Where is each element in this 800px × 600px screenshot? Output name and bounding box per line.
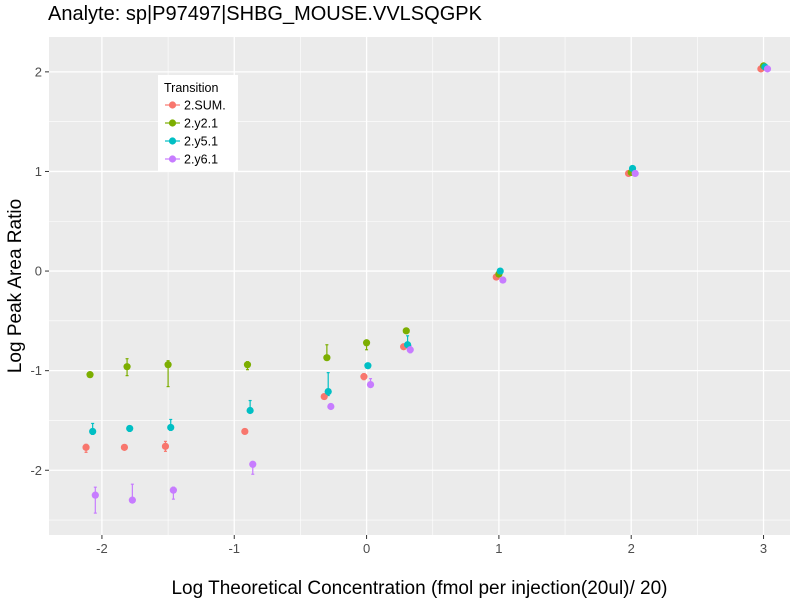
data-point [320,392,328,401]
data-point [499,276,507,284]
major-grid [49,37,790,535]
x-axis-title: Log Theoretical Concentration (fmol per … [171,578,667,599]
data-point [249,460,257,468]
data-point [91,491,99,499]
data-point [324,387,332,396]
y-tick-label: 1 [35,164,42,179]
y-tick-label: 2 [35,64,42,79]
x-tick-label: 2 [628,541,635,556]
data-point [323,354,331,362]
legend-key-point [168,119,177,127]
legend-key-point [168,101,177,109]
legend-item: 2.y5.1 [165,135,218,149]
data-point [82,443,90,451]
data-point [496,267,504,275]
data-point [120,443,129,451]
data-point [763,65,772,73]
legend: Transition 2.SUM. 2.y2.1 2.y5.1 2.y6.1 [158,75,238,172]
data-point [86,371,94,379]
data-point [406,346,414,354]
data-point [366,381,375,389]
y-tick-label: -1 [30,363,42,378]
data-point [123,363,131,371]
data-point [167,423,175,432]
x-tick-label: 1 [495,541,502,556]
y-axis-ticks: -2 -1 0 1 2 [30,64,49,478]
x-tick-label: 3 [760,541,767,556]
data-point [243,361,252,369]
data-points [82,62,772,504]
x-axis-ticks: -2 -1 0 1 2 3 [96,535,767,556]
legend-label: 2.SUM. [184,99,226,113]
data-point [89,427,97,436]
legend-item: 2.y2.1 [165,117,218,131]
y-tick-label: 0 [35,264,42,279]
x-tick-label: 0 [363,541,370,556]
legend-key-point [168,137,177,145]
data-point [362,339,371,347]
data-point [364,362,372,370]
data-point [360,373,368,381]
legend-key-point [168,155,177,163]
x-tick-label: -1 [228,541,240,556]
legend-item: 2.SUM. [165,99,226,113]
data-point [402,327,410,335]
data-point [327,402,335,411]
y-tick-label: -2 [30,463,42,478]
data-point [126,424,134,433]
legend-items: 2.SUM. 2.y2.1 2.y5.1 2.y6.1 [165,99,226,167]
legend-label: 2.y6.1 [184,153,218,167]
legend-item: 2.y6.1 [165,153,218,167]
legend-label: 2.y5.1 [184,135,218,149]
data-point [169,486,177,494]
legend-title: Transition [164,81,218,95]
data-point [631,169,639,178]
chart-title: Analyte: sp|P97497|SHBG_MOUSE.VVLSQGPK [48,3,482,25]
legend-label: 2.y2.1 [184,117,218,131]
data-point [241,427,249,436]
data-point [164,361,172,369]
data-point [161,442,170,450]
error-bar [93,486,97,514]
data-point [128,496,136,504]
x-tick-label: -2 [96,541,108,556]
y-axis-title: Log Peak Area Ratio [5,199,26,373]
data-point [246,406,254,415]
